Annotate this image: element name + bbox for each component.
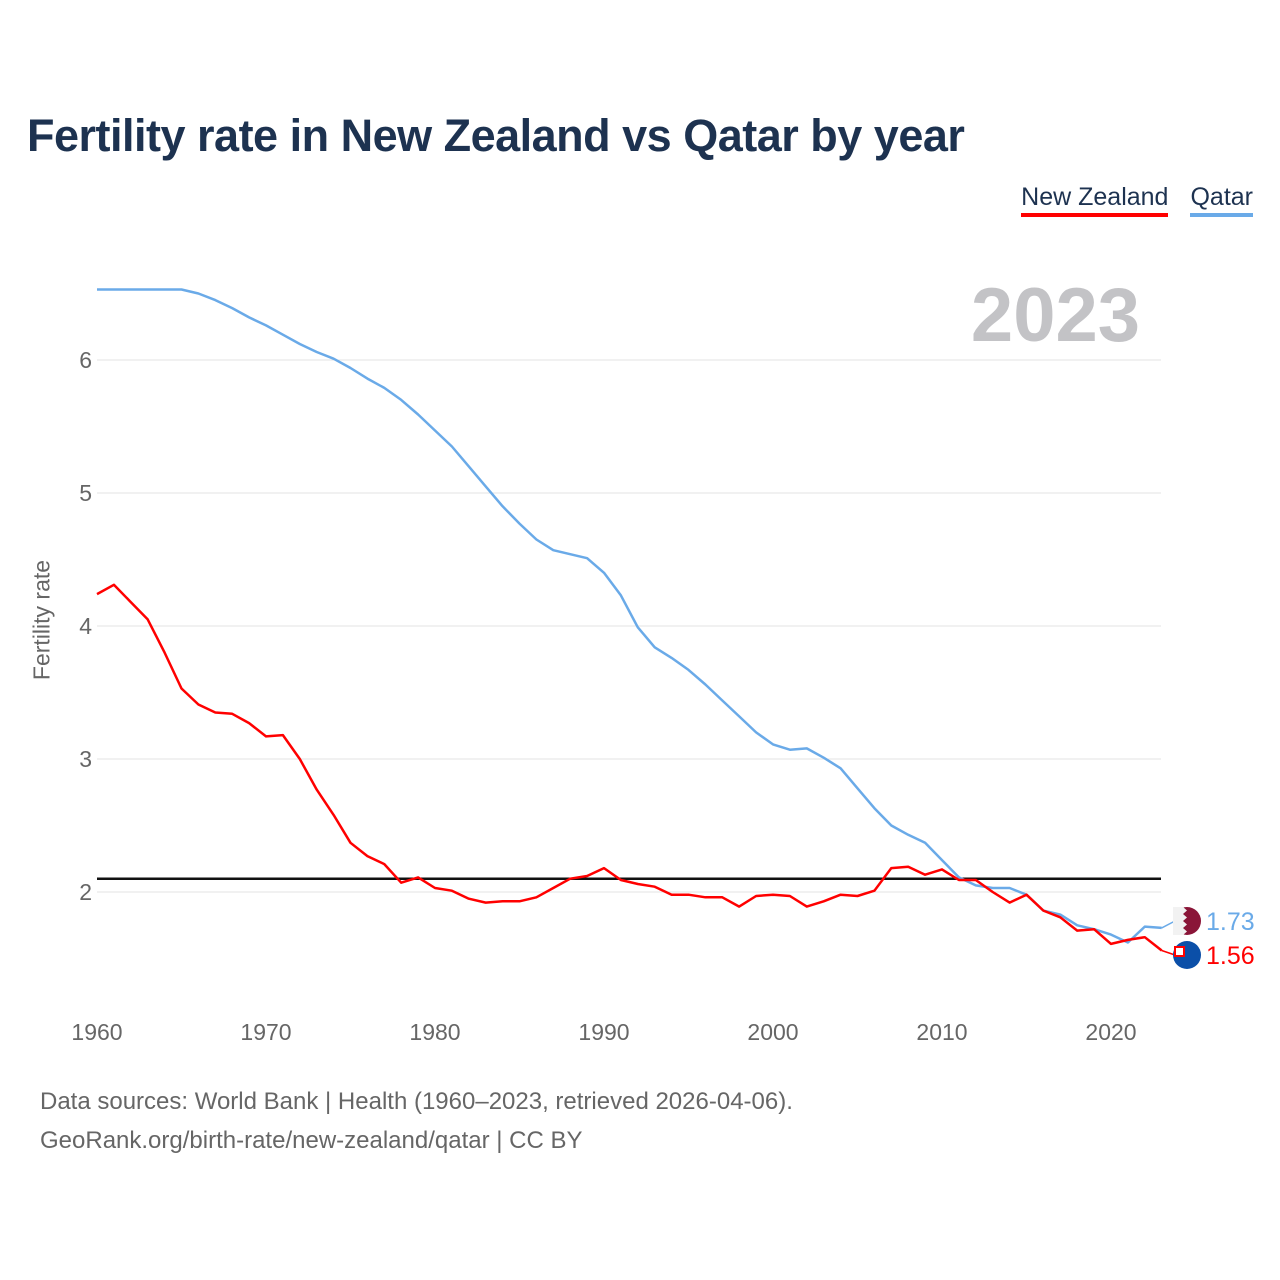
source-url[interactable]: GeoRank.org/birth-rate/new-zealand/qatar… [40,1127,583,1154]
y-tick-label: 5 [79,480,92,506]
x-tick-label: 2010 [916,1019,967,1045]
qatar-flag-stripe [1173,907,1187,935]
series-line-qatar [97,288,1162,944]
data-source: Data sources: World Bank | Health (1960–… [40,1088,793,1115]
x-tick-label: 1960 [71,1019,122,1045]
qatar-end-value: 1.73 [1206,908,1255,936]
chart-title: Fertility rate in New Zealand vs Qatar b… [27,110,965,161]
y-tick-label: 2 [79,879,92,905]
x-tick-label: 1970 [240,1019,291,1045]
series-line-new-zealand [96,583,1163,952]
legend-new-zealand[interactable]: New Zealand [1021,183,1169,217]
y-tick-label: 3 [79,746,92,772]
year-label: 2023 [970,273,1140,358]
y-tick-label: 4 [79,613,92,639]
nz-connector [1161,949,1176,956]
x-tick-label: 2000 [747,1019,798,1045]
y-tick-label: 6 [79,347,92,373]
x-tick-label: 1980 [409,1019,460,1045]
legend: New Zealand Qatar [1021,183,1253,217]
qatar-connector [1161,920,1176,929]
x-tick-label: 1990 [578,1019,629,1045]
new-zealand-end-value: 1.56 [1206,942,1255,970]
x-tick-label: 2020 [1085,1019,1136,1045]
legend-qatar[interactable]: Qatar [1190,183,1253,217]
nz-flag-union [1174,946,1185,957]
